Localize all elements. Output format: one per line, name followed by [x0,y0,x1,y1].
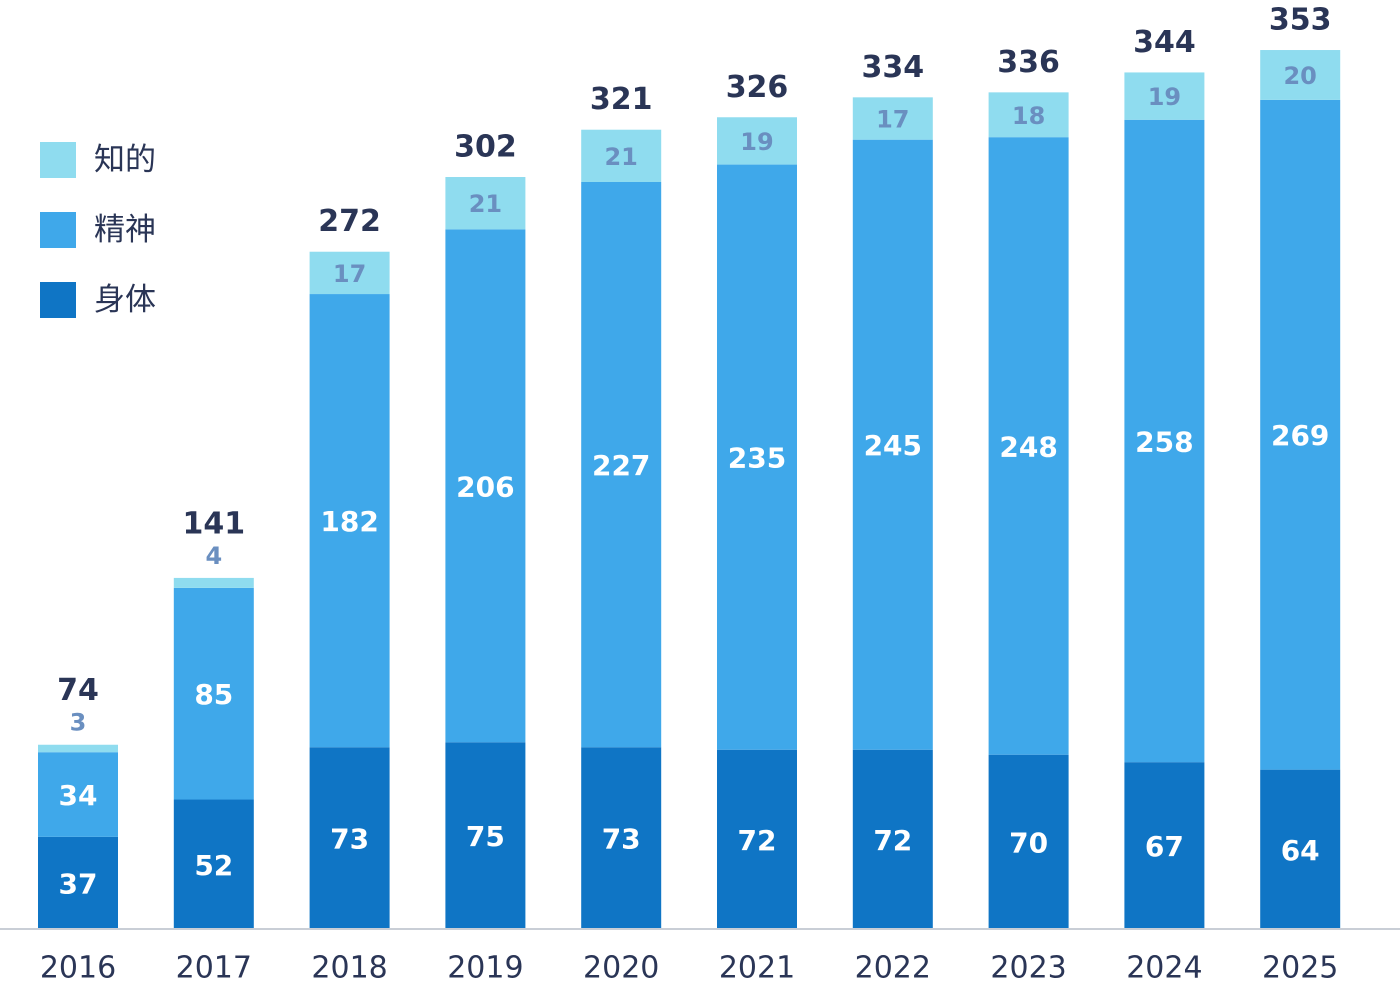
legend-swatch-知的 [40,142,76,178]
x-tick-2022: 2022 [855,951,931,986]
bar-2021-身体 [717,749,797,929]
bar-2022-身体 [852,749,933,929]
bar-2022-精神 [852,139,933,750]
bar-2024-身体 [1124,762,1205,929]
bars-layer [38,50,1341,929]
x-tick-2021: 2021 [719,951,795,986]
bar-2018-精神 [309,294,390,748]
value-label-2019-精神: 206 [456,470,514,503]
x-tick-2018: 2018 [311,951,387,986]
value-label-2021-身体: 72 [738,824,777,857]
bar-2016-身体 [38,836,118,929]
value-label-2023-身体: 70 [1009,826,1048,859]
legend-label-精神: 精神 [94,212,156,248]
bar-2020-精神 [581,182,662,748]
bar-2017-精神 [173,587,254,800]
value-label-2025-知的: 20 [1283,62,1316,90]
x-tick-labels: 2016 2017 2018 2019 2020 2021 2022 2023 2024 2025 [40,951,1339,986]
bar-2021-知的 [717,117,797,165]
value-label-2025-身体: 64 [1281,834,1320,867]
value-label-2016-身体: 37 [59,867,98,900]
value-label-2020-精神: 227 [592,449,650,482]
legend-item-身体: 身体 [40,282,156,318]
x-tick-2024: 2024 [1126,951,1202,986]
value-label-2018-身体: 73 [330,823,369,856]
value-label-2020-身体: 73 [602,823,641,856]
bar-2023-知的 [988,92,1069,138]
bar-2023-身体 [988,754,1069,929]
bar-2020-知的 [581,129,662,182]
total-label-2016: 74 [57,673,99,708]
x-tick-2019: 2019 [447,951,523,986]
value-label-2021-知的: 19 [740,128,773,156]
bar-2025-知的 [1260,50,1341,100]
value-label-2022-身体: 72 [873,824,912,857]
bar-2024-精神 [1124,119,1205,763]
bar-2021-精神 [717,164,797,750]
value-label-2022-精神: 245 [864,429,922,462]
bar-2016-精神 [38,752,118,837]
value-label-2024-精神: 258 [1135,425,1193,458]
bar-2020-身体 [581,747,662,929]
value-label-2024-知的: 19 [1148,83,1181,111]
bar-2019-知的 [445,177,526,230]
labels-layer: 3734374528541417318217272752062130273227… [57,3,1331,901]
total-label-2025: 353 [1269,3,1332,38]
legend-swatch-身体 [40,282,76,318]
x-tick-2017: 2017 [176,951,252,986]
value-label-2024-身体: 67 [1145,830,1184,863]
total-label-2024: 344 [1133,25,1196,60]
legend-label-知的: 知的 [94,142,156,178]
x-tick-2016: 2016 [40,951,116,986]
bar-2018-身体 [309,747,390,929]
value-label-2022-知的: 17 [876,106,909,134]
legend-swatch-精神 [40,212,76,248]
bar-2017-知的 [173,577,254,588]
value-label-2021-精神: 235 [728,442,786,475]
legend-item-精神: 精神 [40,212,156,248]
bar-2017-身体 [173,799,254,929]
bar-2023-精神 [988,137,1069,755]
value-label-2019-身体: 75 [466,820,505,853]
total-label-2018: 272 [318,204,381,239]
bar-2016-知的 [38,744,118,753]
total-label-2023: 336 [997,45,1060,80]
value-label-2019-知的: 21 [469,190,502,218]
value-label-2023-知的: 18 [1012,102,1045,130]
value-label-2018-知的: 17 [333,260,366,288]
total-label-2022: 334 [861,50,924,85]
total-label-2020: 321 [590,82,653,117]
value-label-2017-身体: 52 [194,849,233,882]
bar-2025-身体 [1260,769,1341,929]
value-label-2023-精神: 248 [999,430,1057,463]
value-label-2020-知的: 21 [604,143,637,171]
value-label-2025-精神: 269 [1271,419,1329,452]
x-tick-2023: 2023 [990,951,1066,986]
bar-2019-精神 [445,229,526,743]
bar-2024-知的 [1124,72,1205,120]
legend-item-知的: 知的 [40,142,156,178]
value-label-2016-知的: 3 [70,709,87,737]
bar-2018-知的 [309,251,390,295]
total-label-2021: 326 [726,70,789,105]
bar-2022-知的 [852,97,933,140]
legend-label-身体: 身体 [94,282,156,318]
value-label-2018-精神: 182 [320,505,378,538]
bar-2025-精神 [1260,99,1341,770]
value-label-2016-精神: 34 [59,779,98,812]
x-tick-2025: 2025 [1262,951,1338,986]
value-label-2017-知的: 4 [205,542,222,570]
total-label-2019: 302 [454,130,517,165]
bar-2019-身体 [445,742,526,929]
total-label-2017: 141 [182,506,245,541]
value-label-2017-精神: 85 [194,678,233,711]
x-tick-2020: 2020 [583,951,659,986]
